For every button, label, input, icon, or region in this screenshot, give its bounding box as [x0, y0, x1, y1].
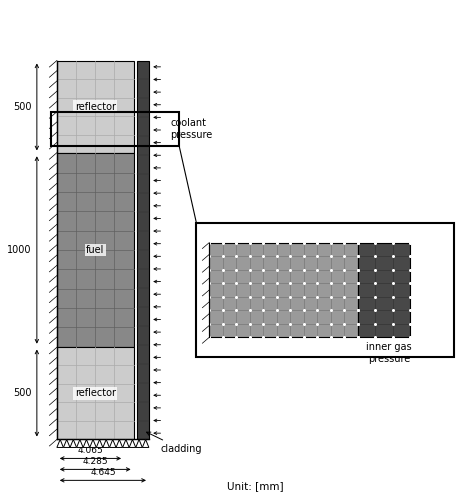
- Bar: [57, 346, 134, 440]
- Polygon shape: [96, 440, 103, 448]
- Text: 4.285: 4.285: [83, 457, 108, 466]
- Polygon shape: [143, 440, 149, 448]
- Text: 500: 500: [13, 388, 31, 398]
- Text: 4.065: 4.065: [77, 446, 103, 455]
- Bar: [57, 60, 134, 154]
- Text: reflector: reflector: [75, 388, 116, 398]
- Text: fuel: fuel: [86, 245, 105, 255]
- Polygon shape: [122, 440, 129, 448]
- Text: cladding: cladding: [147, 432, 202, 454]
- Polygon shape: [129, 440, 136, 448]
- Polygon shape: [83, 440, 90, 448]
- Polygon shape: [103, 440, 109, 448]
- Polygon shape: [136, 440, 142, 448]
- Bar: [57, 154, 134, 346]
- Bar: [197, 222, 454, 357]
- Text: coolant
pressure: coolant pressure: [170, 118, 212, 140]
- Polygon shape: [109, 440, 116, 448]
- Polygon shape: [116, 440, 122, 448]
- Text: inner gas
pressure: inner gas pressure: [366, 342, 412, 364]
- Polygon shape: [70, 440, 76, 448]
- Text: 500: 500: [13, 102, 31, 112]
- Bar: [358, 242, 410, 338]
- Text: reflector: reflector: [75, 102, 116, 112]
- Bar: [209, 242, 358, 338]
- Text: 4.645: 4.645: [90, 468, 116, 477]
- Polygon shape: [76, 440, 83, 448]
- Polygon shape: [57, 440, 63, 448]
- Polygon shape: [90, 440, 96, 448]
- Text: Unit: [mm]: Unit: [mm]: [227, 481, 283, 491]
- Bar: [137, 60, 149, 440]
- Text: 1000: 1000: [7, 245, 31, 255]
- Bar: [51, 112, 179, 146]
- Polygon shape: [63, 440, 70, 448]
